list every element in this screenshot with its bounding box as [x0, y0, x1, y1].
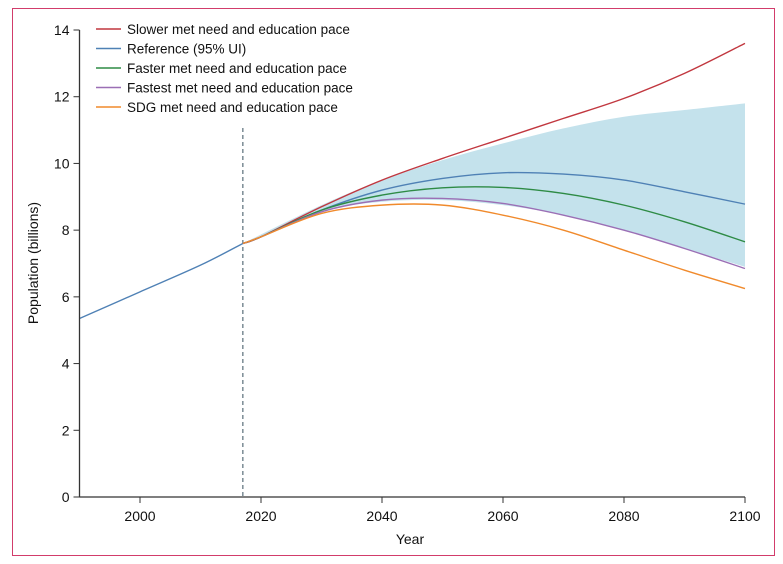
y-tick-label: 2 — [62, 422, 70, 438]
series-line-0 — [242, 42, 746, 245]
legend-label-1: Reference (95% UI) — [127, 42, 246, 57]
y-tick-label: 10 — [54, 155, 70, 171]
x-tick-label: 2060 — [487, 508, 518, 524]
y-tick-label: 12 — [54, 89, 70, 105]
y-tick-label: 8 — [62, 222, 70, 238]
x-tick-label: 2000 — [124, 508, 155, 524]
legend-label-0: Slower met need and education pace — [127, 22, 350, 37]
uncertainty-band — [242, 103, 745, 267]
legend-label-3: Fastest met need and education pace — [127, 81, 353, 96]
legend-label-2: Faster met need and education pace — [127, 61, 347, 76]
y-tick-label: 0 — [62, 489, 70, 505]
x-tick-label: 2020 — [245, 508, 276, 524]
series-line-4 — [242, 203, 746, 290]
historical-line — [79, 242, 244, 320]
figure-frame — [12, 8, 775, 556]
x-axis-label: Year — [396, 531, 425, 547]
legend-label-4: SDG met need and education pace — [127, 100, 338, 115]
y-tick-label: 6 — [62, 289, 70, 305]
y-axis-label: Population (billions) — [25, 202, 41, 324]
y-tick-label: 4 — [62, 356, 70, 372]
x-tick-label: 2080 — [608, 508, 639, 524]
x-tick-label: 2100 — [729, 508, 760, 524]
x-tick-label: 2040 — [366, 508, 397, 524]
y-tick-label: 14 — [54, 22, 70, 38]
